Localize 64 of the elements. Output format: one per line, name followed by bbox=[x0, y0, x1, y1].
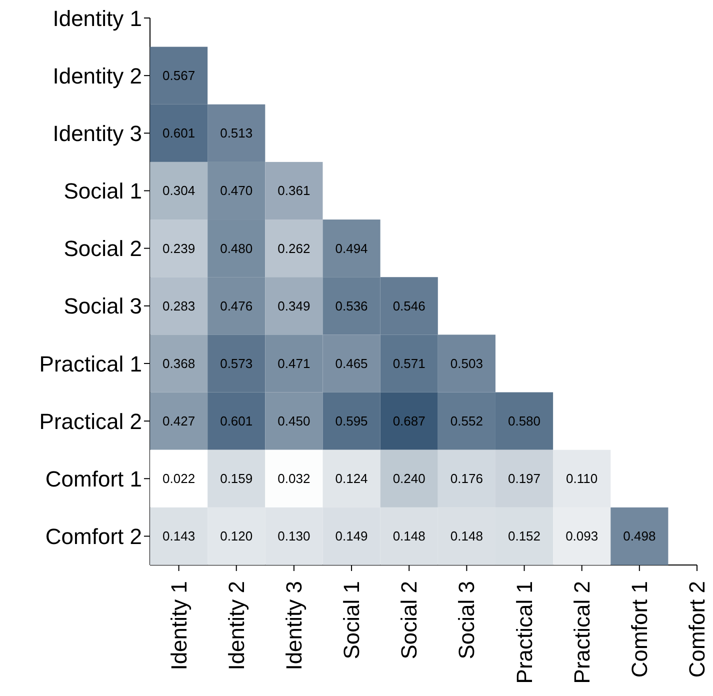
y-tick-label: Identity 3 bbox=[52, 120, 142, 146]
data-label: 0.152 bbox=[508, 528, 541, 544]
y-tick-label: Practical 1 bbox=[39, 351, 142, 376]
y-tick-label: Comfort 1 bbox=[45, 466, 142, 492]
data-label: 0.148 bbox=[450, 528, 483, 544]
y-tick-label: Practical 2 bbox=[39, 408, 142, 434]
data-label: 0.239 bbox=[162, 240, 196, 256]
y-tick-label: Identity 2 bbox=[52, 63, 142, 88]
data-label: 0.595 bbox=[335, 414, 368, 429]
data-label: 0.503 bbox=[450, 356, 483, 371]
data-label: 0.513 bbox=[220, 126, 253, 141]
data-label: 0.120 bbox=[220, 528, 253, 544]
data-label: 0.304 bbox=[162, 183, 196, 198]
y-tick-label: Comfort 2 bbox=[45, 524, 142, 550]
data-label: 0.465 bbox=[335, 356, 368, 371]
data-label: 0.427 bbox=[162, 414, 196, 429]
x-tick-label: Identity 2 bbox=[224, 581, 249, 670]
data-label: 0.567 bbox=[162, 68, 196, 84]
data-label: 0.176 bbox=[450, 471, 483, 486]
data-label: 0.349 bbox=[278, 298, 310, 314]
data-label: 0.110 bbox=[566, 471, 598, 486]
data-label: 0.573 bbox=[220, 356, 253, 371]
data-label: 0.536 bbox=[335, 298, 368, 314]
data-label: 0.552 bbox=[450, 414, 483, 429]
data-label: 0.159 bbox=[220, 471, 253, 486]
y-tick-label: Social 3 bbox=[64, 294, 142, 319]
data-label: 0.148 bbox=[392, 528, 426, 544]
data-label: 0.471 bbox=[278, 356, 310, 371]
data-label: 0.546 bbox=[392, 298, 426, 314]
x-tick-label: Practical 1 bbox=[512, 581, 537, 684]
data-label: 0.240 bbox=[392, 471, 426, 486]
x-tick-label: Social 3 bbox=[454, 581, 480, 660]
x-tick-label: Comfort 1 bbox=[626, 581, 652, 678]
data-label: 0.687 bbox=[392, 414, 426, 429]
data-label: 0.480 bbox=[220, 240, 253, 256]
data-label: 0.124 bbox=[335, 471, 368, 486]
data-label: 0.093 bbox=[566, 528, 598, 544]
data-label: 0.283 bbox=[162, 298, 196, 314]
x-tick-label: Social 2 bbox=[396, 581, 422, 660]
data-label: 0.571 bbox=[392, 356, 426, 371]
data-label: 0.149 bbox=[335, 528, 368, 544]
data-label: 0.494 bbox=[335, 240, 368, 256]
data-label: 0.368 bbox=[162, 356, 196, 371]
data-label: 0.022 bbox=[162, 471, 196, 486]
data-label: 0.476 bbox=[220, 298, 253, 314]
data-label: 0.450 bbox=[278, 414, 310, 429]
data-label: 0.262 bbox=[278, 240, 310, 256]
y-tick-label: Social 2 bbox=[64, 236, 142, 262]
data-label: 0.601 bbox=[220, 414, 253, 429]
y-tick-label: Identity 1 bbox=[52, 6, 142, 31]
x-tick-label: Identity 3 bbox=[281, 581, 306, 670]
y-tick-label: Social 1 bbox=[64, 178, 142, 204]
x-tick-label: Comfort 2 bbox=[684, 581, 710, 678]
data-label: 0.197 bbox=[508, 471, 541, 486]
data-label: 0.580 bbox=[508, 414, 541, 429]
data-label: 0.498 bbox=[623, 528, 656, 544]
data-label: 0.470 bbox=[220, 183, 253, 198]
x-tick-label: Practical 2 bbox=[569, 581, 594, 684]
x-tick-label: Social 1 bbox=[339, 581, 364, 660]
data-label: 0.143 bbox=[162, 528, 196, 544]
data-label: 0.601 bbox=[162, 126, 196, 141]
data-label: 0.032 bbox=[278, 471, 310, 486]
data-label: 0.130 bbox=[278, 528, 310, 544]
data-label: 0.361 bbox=[278, 183, 310, 198]
